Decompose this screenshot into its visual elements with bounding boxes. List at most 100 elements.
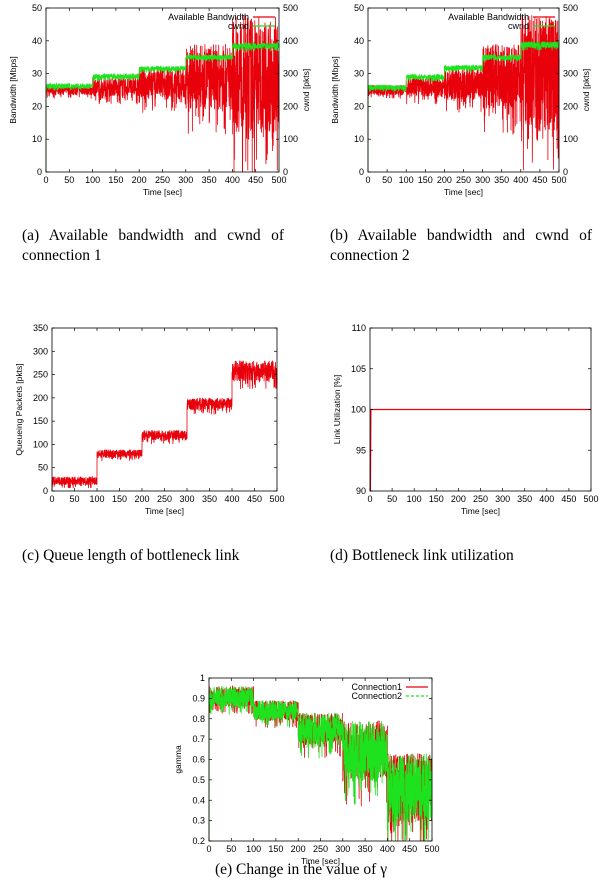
y-tick-label-e: 0.2	[192, 836, 205, 846]
x-tick-label-b: 100	[399, 175, 414, 185]
y-tick-label-e: 0.9	[192, 693, 205, 703]
y-tick-label-d: 110	[352, 323, 366, 333]
y-tick-label-b: 10	[354, 134, 364, 144]
y-tick-label-e: 0.3	[192, 816, 205, 826]
legend-label-b: Available Bandwidth	[448, 12, 529, 22]
caption-d: (d) Bottleneck link utilization	[330, 547, 514, 564]
x-tick-label-d: 50	[387, 494, 397, 504]
y2-axis-label-a: cwnd [pkts]	[301, 69, 311, 112]
x-tick-label-d: 350	[517, 494, 532, 504]
x-tick-label-d: 300	[495, 494, 510, 504]
x-tick-label-b: 200	[437, 175, 452, 185]
y-axis-label-e: gamma	[173, 745, 183, 774]
x-tick-label-b: 0	[365, 175, 370, 185]
x-tick-label-c: 350	[202, 494, 217, 504]
y-tick-label-c: 0	[43, 486, 48, 496]
y-tick-label-c: 50	[38, 463, 48, 473]
y-axis-label-a: Bandwidth [Mbps]	[8, 56, 18, 124]
y2-tick-label-a: 200	[283, 101, 298, 111]
y-tick-label-d: 100	[351, 405, 366, 415]
x-tick-label-d: 150	[429, 494, 444, 504]
y2-tick-label-b: 400	[563, 36, 578, 46]
y-tick-label-c: 200	[33, 393, 48, 403]
x-tick-label-a: 350	[202, 175, 217, 185]
x-tick-label-d: 450	[561, 494, 576, 504]
y-tick-label-c: 300	[33, 346, 48, 356]
x-tick-label-c: 50	[69, 494, 79, 504]
x-tick-label-d: 250	[473, 494, 488, 504]
x-tick-label-e: 500	[424, 844, 439, 854]
y-tick-label-a: 50	[32, 3, 42, 13]
x-tick-label-b: 50	[382, 175, 392, 185]
chart-c: 0 50 100 150 200 250 300 350 400 450 500 0 50 100 150 2…	[14, 323, 285, 516]
legend-label-b: cwnd	[508, 21, 529, 31]
y-tick-label-a: 40	[32, 36, 42, 46]
x-tick-label-a: 200	[132, 175, 147, 185]
y2-tick-label-b: 100	[563, 134, 578, 144]
y2-tick-label-a: 0	[283, 167, 288, 177]
chart-d: 0 50 100 150 200 250 300 350 400 450 500 90 95 100 105…	[332, 323, 599, 516]
y2-tick-label-a: 100	[283, 134, 298, 144]
x-tick-label-c: 400	[224, 494, 239, 504]
x-tick-label-c: 500	[269, 494, 284, 504]
x-tick-label-e: 50	[226, 844, 236, 854]
x-tick-label-a: 400	[225, 175, 240, 185]
x-axis-label-a: Time [sec]	[143, 187, 182, 197]
x-tick-label-b: 250	[456, 175, 471, 185]
x-tick-label-c: 100	[89, 494, 104, 504]
series-line-a-1	[45, 42, 280, 172]
y-tick-label-b: 30	[354, 69, 364, 79]
caption-a: (a) Available bandwidth and cwnd of conn…	[22, 227, 284, 264]
y2-tick-label-b: 300	[563, 69, 578, 79]
y2-tick-label-a: 300	[283, 69, 298, 79]
x-tick-label-e: 150	[268, 844, 283, 854]
y-tick-label-c: 150	[33, 416, 48, 426]
x-axis-label-e: Time [sec]	[301, 856, 340, 866]
y-tick-label-d: 95	[356, 445, 366, 455]
y-tick-label-a: 20	[32, 101, 42, 111]
y-tick-label-e: 1	[200, 673, 205, 683]
x-tick-label-c: 200	[134, 494, 149, 504]
y-tick-label-e: 0.7	[192, 734, 205, 744]
y-axis-label-b: Bandwidth [Mbps]	[330, 56, 340, 124]
x-tick-label-a: 100	[85, 175, 100, 185]
chart-a-series	[45, 15, 280, 173]
chart-a: 0 50 100 150 200 250 300 350 400 450 5000102030405…	[8, 3, 311, 197]
series-line-b-1	[367, 40, 560, 172]
y-tick-label-c: 250	[33, 370, 48, 380]
x-tick-label-c: 300	[179, 494, 194, 504]
x-axis-label-d: Time [sec]	[461, 506, 500, 516]
y2-tick-label-b: 0	[563, 167, 568, 177]
x-tick-label-e: 400	[380, 844, 395, 854]
y2-axis-label-b: cwnd [pkts]	[581, 69, 591, 112]
series-line-e-1	[208, 686, 433, 842]
x-tick-label-b: 450	[532, 175, 547, 185]
series-line-b-0	[367, 15, 560, 172]
y2-tick-label-b: 200	[563, 101, 578, 111]
y2-tick-label-b: 500	[563, 3, 578, 13]
y-tick-label-a: 10	[32, 134, 42, 144]
y-tick-label-a: 30	[32, 69, 42, 79]
legend-label-e: Connection1	[351, 682, 402, 692]
x-axis-label-c: Time [sec]	[145, 506, 184, 516]
y-axis-label-c: Queueing Packets [pkts]	[14, 363, 24, 455]
series-line-a-0	[45, 15, 280, 173]
x-tick-label-b: 350	[494, 175, 509, 185]
x-tick-label-c: 250	[157, 494, 172, 504]
x-tick-label-e: 350	[358, 844, 373, 854]
x-tick-label-a: 50	[64, 175, 74, 185]
x-tick-label-e: 100	[246, 844, 261, 854]
x-tick-label-e: 200	[291, 844, 306, 854]
y-tick-label-e: 0.8	[192, 714, 205, 724]
x-tick-label-a: 250	[155, 175, 170, 185]
chart-e: 0 50 100 150 200 250 300 350 400 450 500 0.2 0.3 0.4 0…	[173, 673, 440, 866]
y-tick-label-d: 105	[351, 364, 366, 374]
y-tick-label-b: 20	[354, 101, 364, 111]
y-tick-label-e: 0.6	[192, 755, 205, 765]
caption-b: (b) Available bandwidth and cwnd of conn…	[330, 227, 592, 264]
x-tick-label-e: 0	[206, 844, 211, 854]
